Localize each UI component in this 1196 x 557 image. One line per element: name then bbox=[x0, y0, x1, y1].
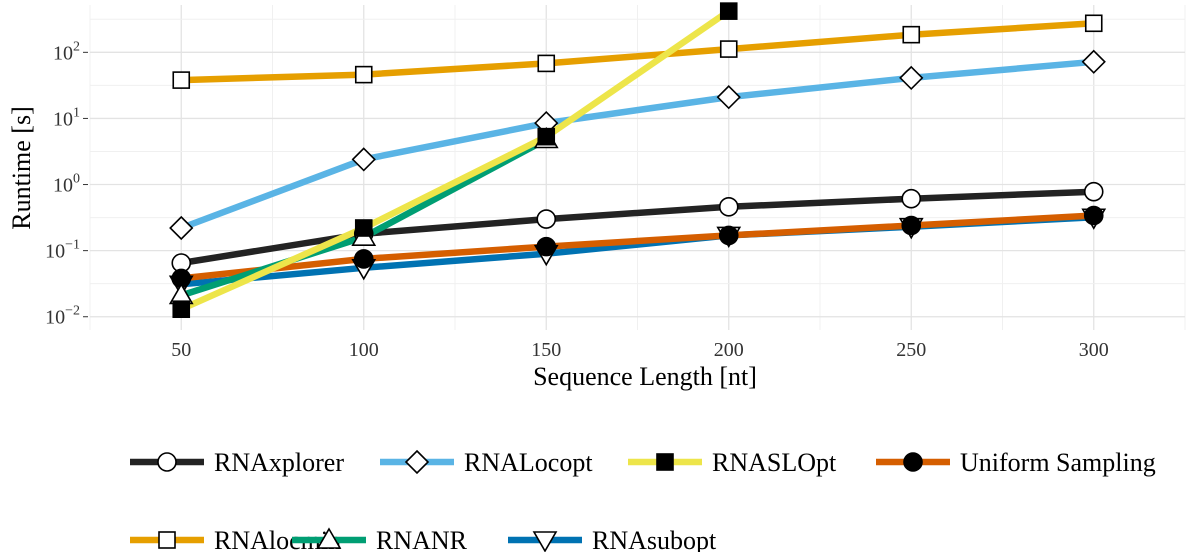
data-point-rnalocmin bbox=[902, 25, 921, 44]
series-line-rnaslopt bbox=[179, 8, 731, 313]
series-line-uniform-sampling bbox=[180, 212, 1094, 282]
data-point-rnalocopt bbox=[169, 215, 194, 241]
data-point-rnaxplorer bbox=[1083, 181, 1104, 202]
legend-key-marker bbox=[404, 449, 430, 475]
legend-label: Uniform Sampling bbox=[960, 448, 1156, 477]
data-point-rnalocmin bbox=[172, 71, 191, 89]
x-axis-title: Sequence Length [nt] bbox=[533, 362, 757, 391]
x-tick-label: 200 bbox=[714, 339, 744, 361]
grid-layer bbox=[89, 5, 1186, 330]
legend-key-marker bbox=[158, 531, 176, 549]
data-point-rnaslopt bbox=[719, 2, 738, 20]
series-layer bbox=[179, 8, 1095, 313]
data-point-uniform-sampling bbox=[1083, 205, 1104, 226]
data-point-rnalocmin bbox=[1084, 14, 1103, 33]
x-tick-label: 250 bbox=[896, 339, 926, 361]
legend-item-rnanr: RNANR bbox=[292, 526, 468, 555]
legend: RNAxplorer RNALocopt RNASLOpt Uniform Sampl… bbox=[130, 448, 1156, 555]
legend-key-marker bbox=[157, 452, 177, 472]
data-point-rnalocmin bbox=[537, 54, 556, 73]
data-point-rnalocopt bbox=[899, 65, 924, 91]
data-point-rnaslopt bbox=[172, 300, 191, 319]
legend-key-marker bbox=[903, 452, 923, 472]
data-point-rnalocopt bbox=[1081, 49, 1106, 74]
y-tick-label: 10−1 bbox=[45, 238, 80, 263]
legend-label: RNALocopt bbox=[464, 448, 593, 477]
y-axis-title: Runtime [s] bbox=[7, 106, 36, 230]
axis-layer: Sequence Length [nt] Runtime [s] 50 100 15… bbox=[7, 39, 1109, 391]
legend-label: RNANR bbox=[376, 526, 468, 552]
legend-item-uniform-sampling: Uniform Sampling bbox=[876, 448, 1156, 477]
legend-label: RNAxplorer bbox=[214, 448, 344, 477]
legend-item-rnaslopt: RNASLOpt bbox=[628, 448, 837, 477]
x-tick-label: 150 bbox=[531, 339, 561, 361]
legend-item-rnasubopt: RNAsubopt bbox=[508, 526, 717, 555]
y-tick-label: 102 bbox=[53, 39, 80, 64]
legend-key-marker bbox=[532, 531, 558, 553]
data-point-uniform-sampling bbox=[353, 249, 374, 269]
series-line-rnalocmin bbox=[181, 20, 1095, 84]
y-tick-label: 100 bbox=[53, 172, 80, 197]
y-tick-label: 101 bbox=[53, 105, 80, 130]
legend-item-rnaxplorer: RNAxplorer bbox=[130, 448, 344, 477]
data-point-rnalocmin bbox=[719, 40, 738, 58]
legend-item-rnalocopt: RNALocopt bbox=[380, 448, 593, 477]
data-point-uniform-sampling bbox=[901, 215, 922, 236]
legend-key-marker bbox=[316, 527, 342, 549]
data-point-rnaslopt bbox=[537, 127, 556, 146]
data-point-rnaxplorer bbox=[901, 188, 922, 209]
legend-label: RNAsubopt bbox=[592, 526, 717, 552]
data-point-rnaxplorer bbox=[718, 197, 739, 217]
x-tick-label: 100 bbox=[349, 339, 379, 361]
x-tick-label: 50 bbox=[171, 339, 191, 361]
data-point-rnalocopt bbox=[351, 147, 376, 172]
legend-label: RNASLOpt bbox=[712, 448, 837, 477]
marker-layer bbox=[168, 2, 1107, 319]
data-point-rnaxplorer bbox=[536, 209, 557, 229]
legend-key-marker bbox=[656, 453, 674, 471]
data-point-rnalocopt bbox=[716, 85, 741, 110]
data-point-uniform-sampling bbox=[536, 236, 557, 257]
y-tick-label: 10−2 bbox=[45, 304, 80, 329]
data-point-uniform-sampling bbox=[718, 225, 739, 246]
data-point-rnalocmin bbox=[354, 65, 373, 84]
data-point-rnaslopt bbox=[354, 219, 373, 237]
x-tick-label: 300 bbox=[1079, 339, 1109, 361]
series-line-rnalocopt bbox=[180, 58, 1095, 232]
